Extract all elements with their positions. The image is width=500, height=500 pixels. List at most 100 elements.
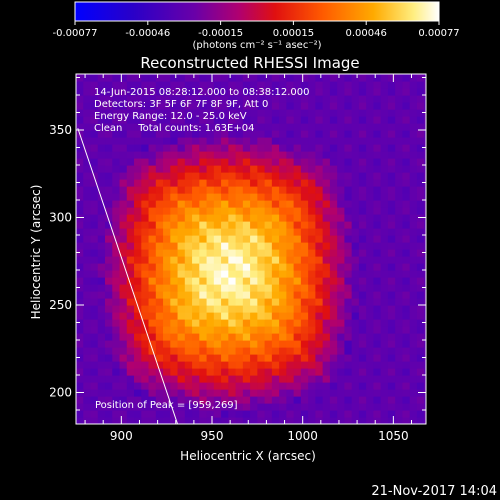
heatmap-cell [271, 179, 280, 187]
heatmap-cell [134, 305, 142, 313]
heatmap-cell [90, 228, 99, 236]
heatmap-cell [184, 263, 193, 271]
x-tick-label: 900 [110, 429, 133, 443]
heatmap-cell [271, 221, 280, 229]
heatmap-cell [279, 186, 287, 194]
heatmap-cell [409, 389, 418, 397]
heatmap-cell [337, 417, 345, 424]
heatmap-cell [192, 109, 200, 117]
heatmap-cell [242, 242, 251, 250]
heatmap-cell [402, 242, 411, 250]
heatmap-cell [373, 165, 382, 173]
heatmap-cell [112, 186, 121, 194]
heatmap-cell [416, 172, 425, 180]
heatmap-cell [134, 249, 142, 257]
heatmap-cell [119, 137, 128, 145]
heatmap-cell [315, 319, 324, 327]
heatmap-cell [148, 242, 157, 250]
heatmap-cell [264, 417, 273, 424]
heatmap-cell [395, 389, 404, 397]
heatmap-cell [242, 74, 251, 82]
heatmap-cell [170, 375, 179, 383]
heatmap-cell [148, 417, 157, 424]
heatmap-cell [192, 235, 200, 243]
heatmap-cell [83, 102, 92, 110]
heatmap-cell [337, 158, 345, 166]
heatmap-cell [315, 403, 324, 411]
heatmap-cell [228, 270, 237, 278]
heatmap-cell [90, 312, 99, 320]
heatmap-cell [402, 102, 411, 110]
heatmap-cell [395, 165, 404, 173]
heatmap-cell [293, 123, 302, 131]
heatmap-cell [90, 410, 99, 418]
heatmap-cell [351, 221, 360, 229]
heatmap-cell [373, 333, 382, 341]
heatmap-cell [279, 340, 287, 348]
heatmap-cell [416, 158, 425, 166]
heatmap-cell [228, 116, 237, 124]
heatmap-cell [322, 242, 331, 250]
heatmap-cell [373, 305, 382, 313]
heatmap-cell [264, 200, 273, 208]
heatmap-cell [279, 417, 287, 424]
heatmap-cell [373, 151, 382, 159]
heatmap-cell [112, 242, 121, 250]
heatmap-cell [192, 389, 200, 397]
heatmap-cell [221, 263, 229, 271]
heatmap-cell [134, 333, 142, 341]
heatmap-cell [228, 207, 237, 215]
heatmap-cell [329, 95, 338, 103]
heatmap-cell [380, 291, 389, 299]
heatmap-cell [300, 249, 309, 257]
heatmap-cell [221, 207, 229, 215]
heatmap-cell [206, 207, 215, 215]
heatmap-cell [112, 417, 121, 424]
heatmap-cell [373, 389, 382, 397]
heatmap-cell [170, 382, 179, 390]
heatmap-cell [126, 116, 135, 124]
heatmap-cell [119, 151, 128, 159]
heatmap-cell [293, 403, 302, 411]
heatmap-cell [424, 305, 426, 313]
heatmap-cell [134, 151, 142, 159]
heatmap-cell [90, 221, 99, 229]
heatmap-cell [134, 375, 142, 383]
heatmap-cell [271, 333, 280, 341]
heatmap-cell [409, 396, 418, 404]
heatmap-cell [192, 375, 200, 383]
heatmap-cell [358, 277, 367, 285]
heatmap-cell [329, 151, 338, 159]
heatmap-cell [286, 109, 295, 117]
heatmap-cell [213, 284, 222, 292]
heatmap-cell [257, 417, 266, 424]
heatmap-cell [213, 249, 222, 257]
heatmap-cell [416, 326, 425, 334]
heatmap-cell [380, 95, 389, 103]
heatmap-cell [112, 165, 121, 173]
heatmap-cell [119, 340, 128, 348]
heatmap-cell [300, 200, 309, 208]
heatmap-cell [90, 256, 99, 264]
heatmap-cell [322, 256, 331, 264]
heatmap-cell [242, 298, 251, 306]
heatmap-cell [228, 291, 237, 299]
heatmap-cell [279, 354, 287, 362]
heatmap-cell [199, 410, 208, 418]
heatmap-cell [148, 375, 157, 383]
heatmap-cell [387, 277, 396, 285]
heatmap-cell [279, 291, 287, 299]
heatmap-cell [271, 116, 280, 124]
heatmap-cell [409, 116, 418, 124]
heatmap-cell [286, 284, 295, 292]
heatmap-cell [424, 221, 426, 229]
heatmap-cell [279, 375, 287, 383]
heatmap-cell [308, 410, 316, 418]
heatmap-cell [264, 214, 273, 222]
heatmap-cell [329, 158, 338, 166]
heatmap-cell [228, 347, 237, 355]
heatmap-cell [373, 88, 382, 96]
heatmap-cell [395, 277, 404, 285]
heatmap-cell [97, 305, 106, 313]
heatmap-cell [271, 95, 280, 103]
